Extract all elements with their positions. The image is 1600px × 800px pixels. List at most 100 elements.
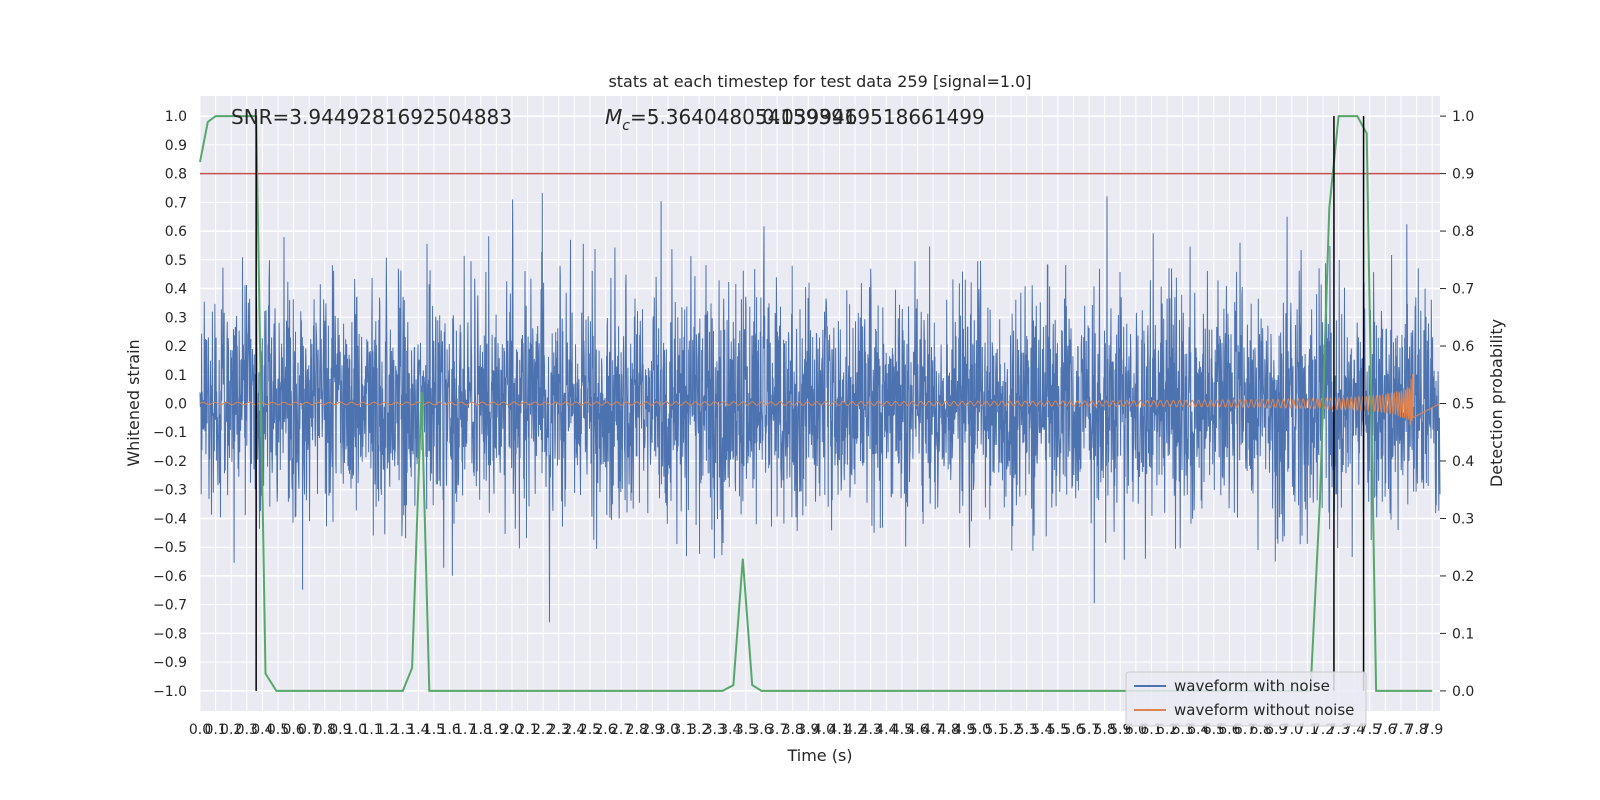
x-tick-label: 4.8 xyxy=(938,722,960,738)
right-tick-label: 0.7 xyxy=(1452,282,1474,298)
right-tick-label: 0.9 xyxy=(1452,167,1474,183)
x-tick-label: 5.2 xyxy=(1000,722,1022,738)
x-tick-label: 1.3 xyxy=(392,722,414,738)
x-tick-label: 1.0 xyxy=(345,722,367,738)
right-tick-label: 0.4 xyxy=(1452,454,1474,470)
x-tick-label: 0.8 xyxy=(314,722,336,738)
left-tick-label: −0.8 xyxy=(153,626,187,642)
x-tick-label: 5.1 xyxy=(984,722,1006,738)
left-axis-label: Whitened strain xyxy=(124,339,143,466)
x-tick-label: 7.9 xyxy=(1421,722,1443,738)
snr-annotation: SNR=3.9449281692504883 xyxy=(231,105,512,129)
x-tick-label: 0.7 xyxy=(298,722,320,738)
x-tick-label: 1.4 xyxy=(407,722,429,738)
chirp-mass-annotation: Mc=5.364048054159391 xyxy=(605,105,857,134)
legend-box xyxy=(1125,671,1367,727)
left-tick-label: 1.0 xyxy=(165,109,187,125)
x-tick-label: 1.5 xyxy=(423,722,445,738)
x-tick-label: 5.3 xyxy=(1016,722,1038,738)
left-tick-label: 0.0 xyxy=(165,397,187,413)
left-tick-label: −0.9 xyxy=(153,655,187,671)
clean-waveform-line xyxy=(199,374,1441,425)
x-tick-label: 1.8 xyxy=(470,722,492,738)
x-tick-label: 4.3 xyxy=(860,722,882,738)
left-tick-label: −0.3 xyxy=(153,483,187,499)
left-tick-label: −0.4 xyxy=(153,511,187,527)
x-tick-label: 3.2 xyxy=(688,722,710,738)
series-waveform-without-noise xyxy=(199,374,1441,425)
x-tick-label: 1.6 xyxy=(438,722,460,738)
x-tick-label: 1.1 xyxy=(360,722,382,738)
x-tick-label: 4.9 xyxy=(953,722,975,738)
right-tick-label: 0.2 xyxy=(1452,569,1474,585)
x-tick-label: 2.0 xyxy=(501,722,523,738)
left-tick-label: 0.5 xyxy=(165,253,187,269)
x-tick-label: 5.7 xyxy=(1078,722,1100,738)
left-tick-label: −0.2 xyxy=(153,454,187,470)
left-tick-label: −1.0 xyxy=(153,684,187,700)
x-tick-label: 0.6 xyxy=(282,722,304,738)
x-tick-label: 7.6 xyxy=(1374,722,1396,738)
left-tick-label: 0.1 xyxy=(165,368,187,384)
x-tick-label: 7.7 xyxy=(1390,722,1412,738)
legend-label-noisy: waveform with noise xyxy=(1174,677,1330,695)
legend-label-clean: waveform without noise xyxy=(1174,701,1354,719)
left-tick-label: −0.5 xyxy=(153,540,187,556)
x-tick-label: 0.2 xyxy=(220,722,242,738)
left-tick-label: −0.7 xyxy=(153,598,187,614)
x-tick-label: 2.9 xyxy=(641,722,663,738)
chart-title: stats at each timestep for test data 259… xyxy=(608,72,1031,91)
x-tick-label: 2.6 xyxy=(594,722,616,738)
x-tick-label: 2.8 xyxy=(626,722,648,738)
right-tick-label: 0.3 xyxy=(1452,511,1474,527)
left-tick-label: 0.8 xyxy=(165,167,187,183)
x-tick-label: 2.3 xyxy=(548,722,570,738)
left-tick-label: −0.1 xyxy=(153,425,187,441)
x-tick-label: 2.2 xyxy=(532,722,554,738)
x-tick-label: 3.4 xyxy=(719,722,741,738)
left-tick-label: 0.3 xyxy=(165,310,187,326)
right-axis-ticks: 0.0 0.1 0.2 0.3 0.4 0.5 0.6 0.7 0.8 0.9 1.0 xyxy=(1440,109,1474,700)
x-tick-label: 4.1 xyxy=(828,722,850,738)
x-axis-label: Time (s) xyxy=(786,746,852,765)
left-tick-label: 0.6 xyxy=(165,224,187,240)
x-tick-label: 3.8 xyxy=(782,722,804,738)
x-tick-label: 0.9 xyxy=(329,722,351,738)
x-tick-label: 4.4 xyxy=(875,722,897,738)
right-tick-label: 1.0 xyxy=(1452,109,1474,125)
x-tick-label: 4.2 xyxy=(844,722,866,738)
x-tick-label: 2.7 xyxy=(610,722,632,738)
x-tick-label: 0.0 xyxy=(189,722,211,738)
x-tick-label: 7.8 xyxy=(1405,722,1427,738)
x-tick-label: 5.6 xyxy=(1062,722,1084,738)
x-tick-label: 3.0 xyxy=(657,722,679,738)
x-tick-label: 4.7 xyxy=(922,722,944,738)
x-tick-label: 4.0 xyxy=(813,722,835,738)
x-tick-label: 2.1 xyxy=(516,722,538,738)
x-tick-label: 3.7 xyxy=(766,722,788,738)
x-tick-label: 5.8 xyxy=(1094,722,1116,738)
left-tick-label: 0.7 xyxy=(165,195,187,211)
x-tick-label: 4.6 xyxy=(906,722,928,738)
right-tick-label: 0.0 xyxy=(1452,684,1474,700)
x-tick-label: 3.3 xyxy=(704,722,726,738)
x-tick-label: 4.5 xyxy=(891,722,913,738)
x-tick-label: 5.9 xyxy=(1109,722,1131,738)
x-tick-label: 0.5 xyxy=(267,722,289,738)
x-tick-label: 2.5 xyxy=(579,722,601,738)
right-tick-label: 0.6 xyxy=(1452,339,1474,355)
x-tick-label: 1.7 xyxy=(454,722,476,738)
left-tick-label: 0.2 xyxy=(165,339,187,355)
left-tick-label: −0.6 xyxy=(153,569,187,585)
x-tick-label: 3.9 xyxy=(797,722,819,738)
x-tick-label: 3.5 xyxy=(735,722,757,738)
x-tick-label: 1.2 xyxy=(376,722,398,738)
x-tick-label: 5.4 xyxy=(1031,722,1053,738)
right-axis-label: Detection probability xyxy=(1487,319,1506,487)
right-tick-label: 0.8 xyxy=(1452,224,1474,240)
x-tick-label: 3.6 xyxy=(750,722,772,738)
right-tick-label: 0.5 xyxy=(1452,397,1474,413)
x-tick-label: 0.1 xyxy=(204,722,226,738)
x-tick-label: 0.3 xyxy=(236,722,258,738)
